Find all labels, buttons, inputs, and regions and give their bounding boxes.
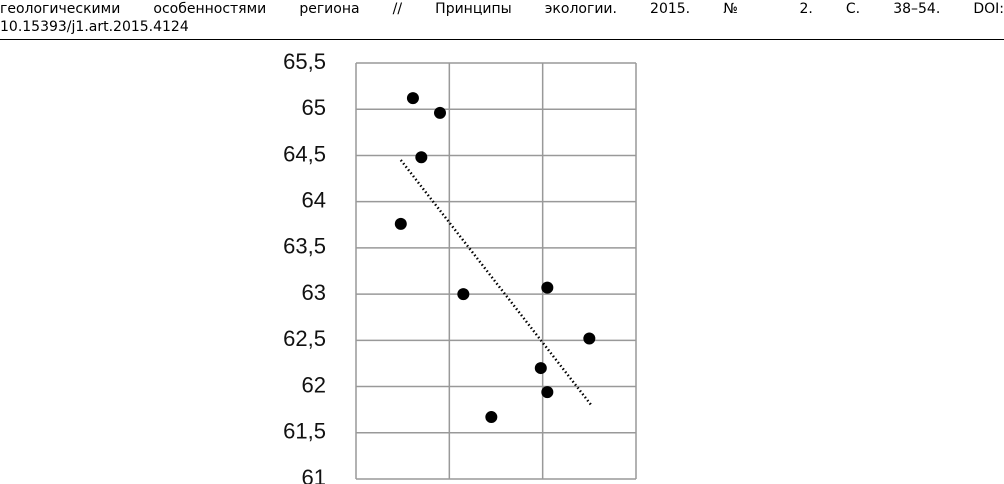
text-line: геологическими особенностями региона // … (0, 1, 1004, 17)
data-point (541, 281, 554, 294)
y-tick-label: 61 (302, 465, 326, 484)
data-point (406, 92, 419, 105)
y-tick-label: 63 (302, 280, 326, 305)
trend-line (399, 159, 593, 406)
y-tick-label: 63,5 (283, 234, 326, 259)
y-tick-label: 64 (302, 187, 326, 212)
reference-text: геологическими особенностями региона // … (0, 0, 1004, 36)
data-point (434, 106, 446, 119)
data-point (583, 332, 596, 345)
y-tick-label: 61,5 (283, 419, 326, 444)
y-tick-label: 65,5 (283, 49, 326, 74)
data-point (457, 288, 470, 301)
text-line: 10.15393/j1.art.2015.4124 (0, 19, 189, 35)
separator (0, 39, 1004, 40)
y-tick-label: 62,5 (283, 326, 326, 351)
y-tick-label: 62 (302, 372, 326, 397)
y-tick-label: 64,5 (283, 141, 326, 166)
data-point (541, 386, 554, 399)
data-point (394, 217, 407, 230)
data-point (485, 411, 498, 424)
data-point (534, 362, 547, 375)
y-tick-label: 65 (302, 95, 326, 120)
data-point (415, 151, 428, 164)
